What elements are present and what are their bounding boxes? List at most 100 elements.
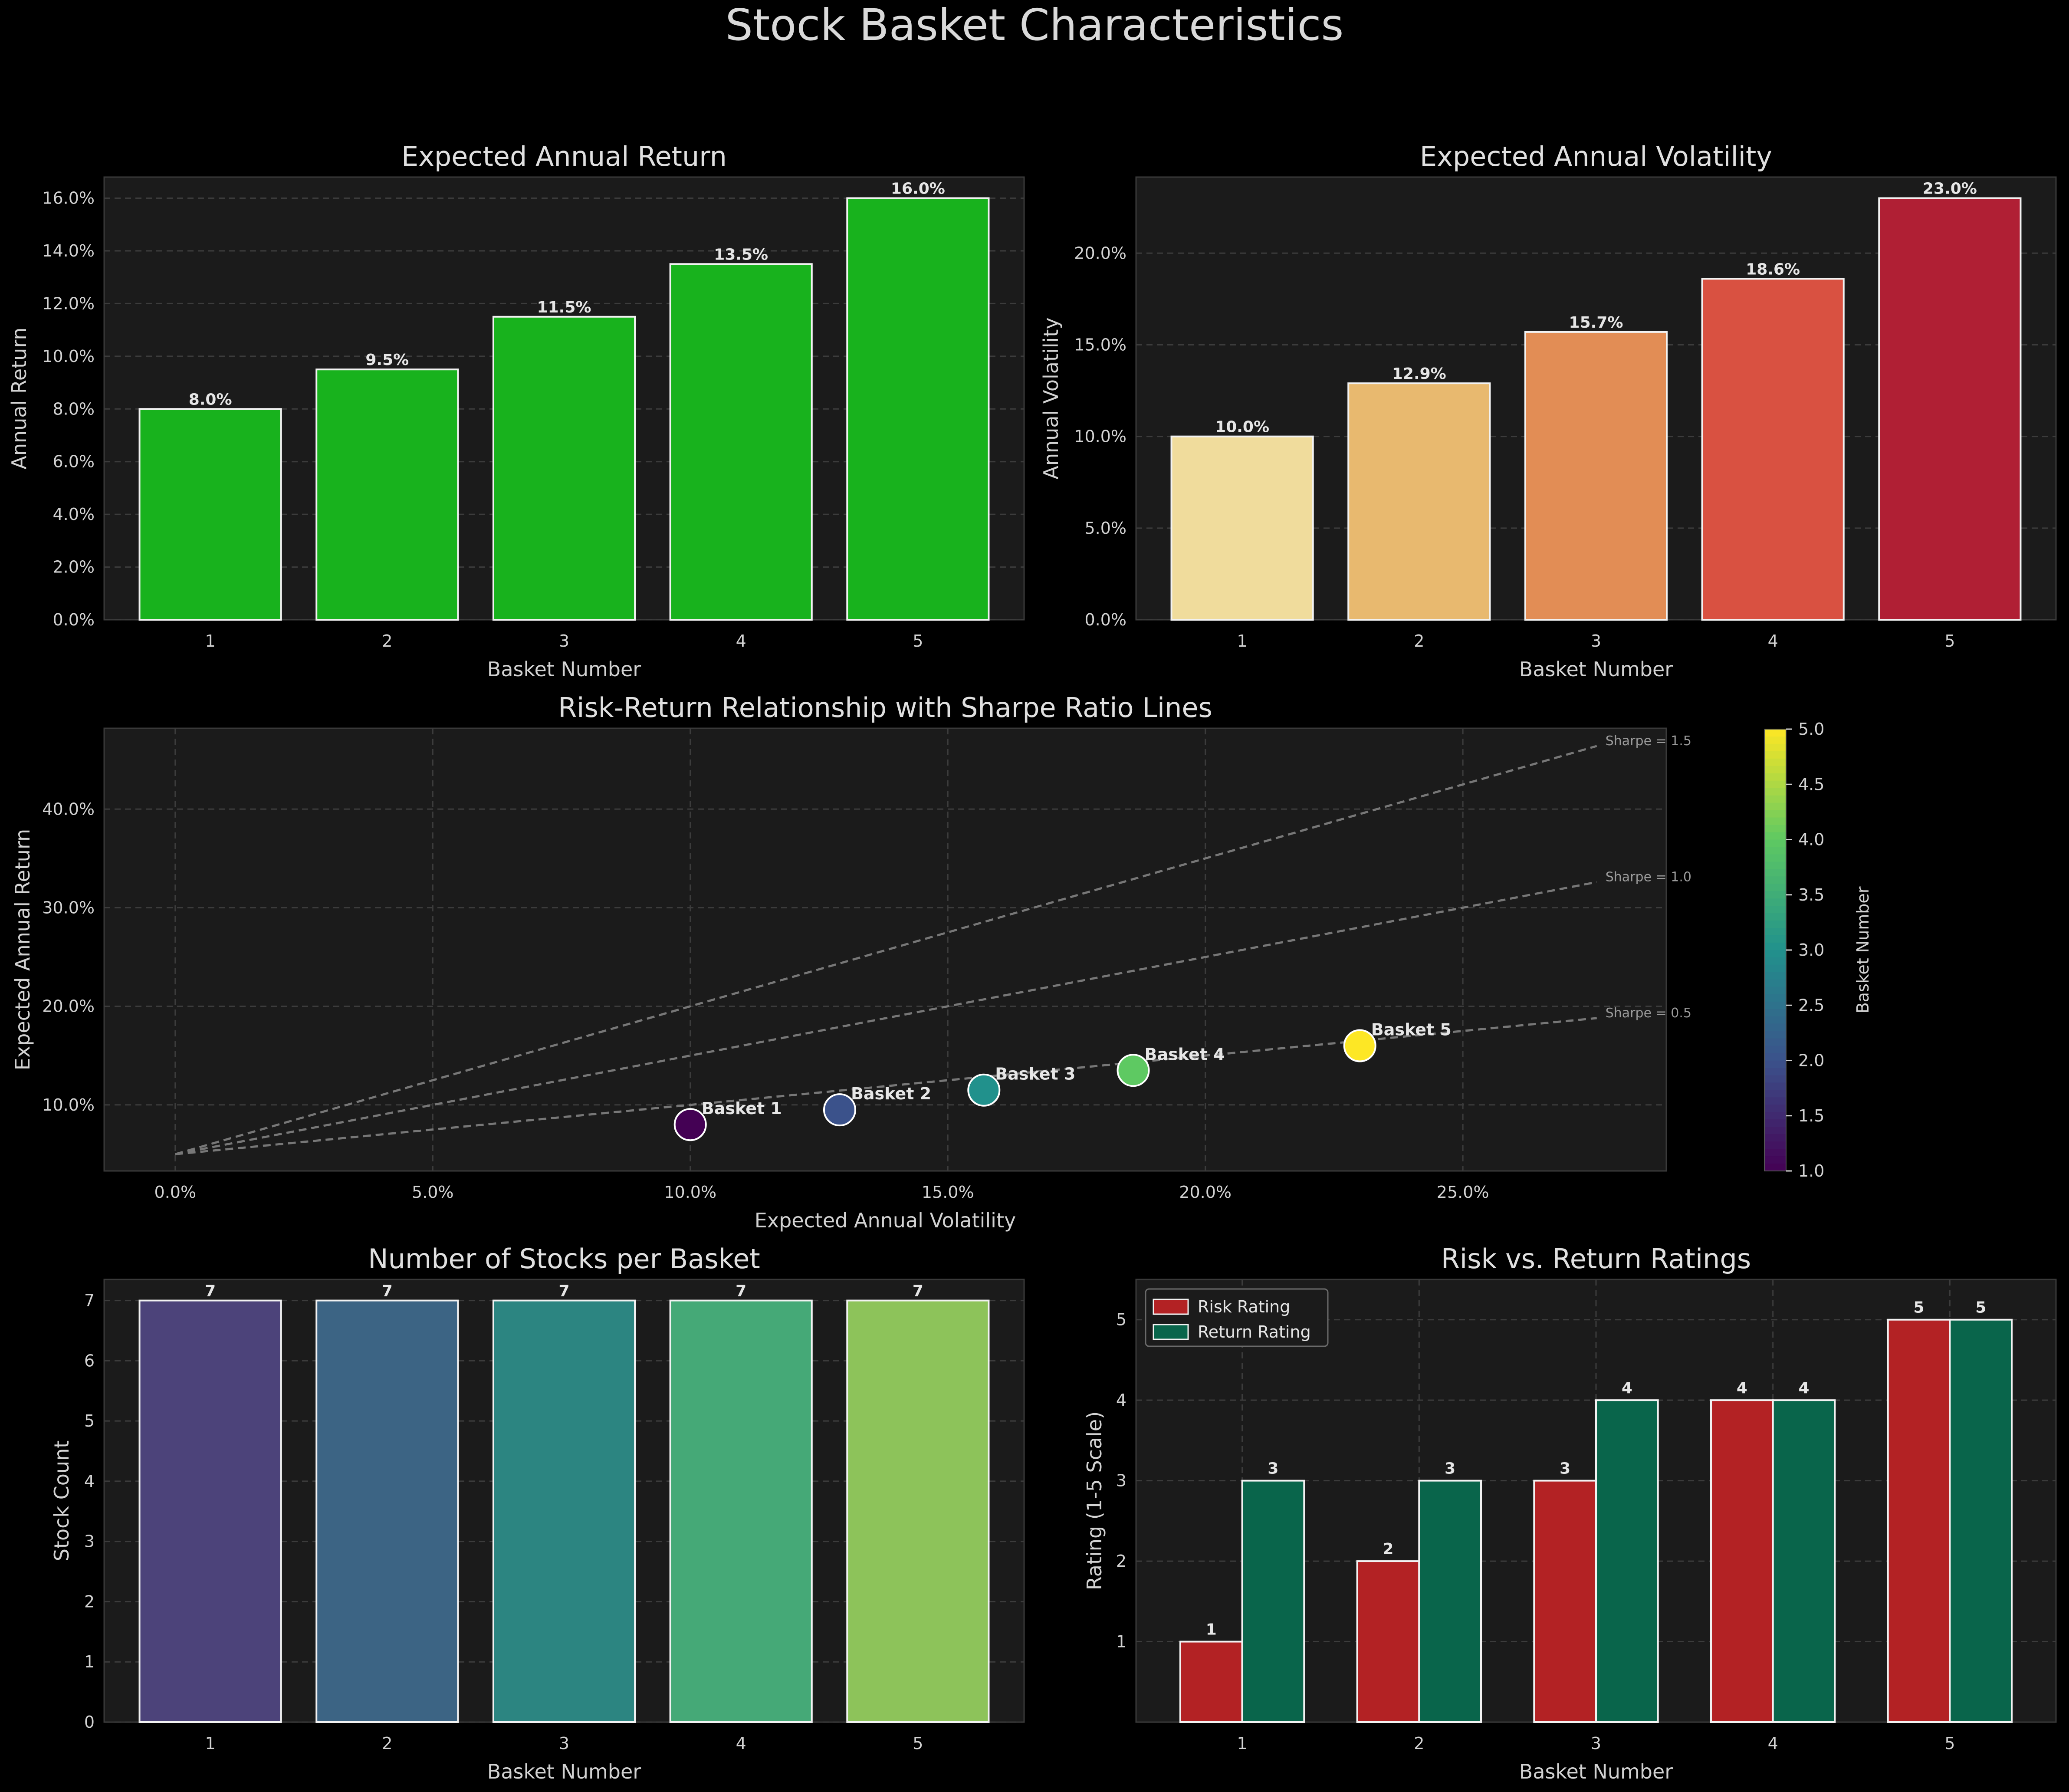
chart-title: Number of Stocks per Basket <box>368 1243 760 1275</box>
colorbar-tick-label: 1.5 <box>1798 1106 1824 1125</box>
colorbar-segment <box>1764 780 1786 789</box>
x-tick-label: 5 <box>1944 631 1955 651</box>
colorbar-segment <box>1764 1075 1786 1083</box>
colorbar-segment <box>1764 795 1786 803</box>
colorbar-segment <box>1764 935 1786 944</box>
colorbar-segment <box>1764 1053 1786 1061</box>
y-tick-label: 8.0% <box>53 399 95 418</box>
colorbar-segment <box>1764 1141 1786 1150</box>
colorbar-segment <box>1764 839 1786 848</box>
x-tick-label: 4 <box>736 1734 746 1753</box>
basket-point <box>967 1073 1001 1107</box>
colorbar-segment <box>1764 817 1786 825</box>
bar-value-label: 3 <box>1268 1460 1278 1478</box>
y-tick-label: 16.0% <box>42 189 95 208</box>
y-axis-label: Expected Annual Return <box>11 829 34 1070</box>
colorbar-tick-label: 1.0 <box>1798 1161 1824 1180</box>
bar-value-label: 4 <box>1622 1379 1632 1397</box>
x-tick-label: 1 <box>205 1734 216 1753</box>
x-tick-label: 20.0% <box>1179 1183 1232 1202</box>
y-tick-label: 1 <box>84 1652 95 1671</box>
colorbar-segment <box>1764 972 1786 980</box>
x-tick-label: 2 <box>382 631 392 651</box>
y-tick-label: 0.0% <box>53 610 95 629</box>
x-tick-label: 25.0% <box>1437 1183 1489 1202</box>
bar-value-label: 12.9% <box>1392 365 1446 383</box>
colorbar-segment <box>1764 1164 1786 1171</box>
x-tick-label: 3 <box>1591 1734 1601 1753</box>
colorbar-segment <box>1764 891 1786 899</box>
y-tick-label: 4 <box>84 1472 95 1491</box>
colorbar-segment <box>1764 994 1786 1002</box>
bar <box>315 1299 459 1723</box>
colorbar-segment <box>1764 788 1786 796</box>
bar-return-rating <box>1949 1319 2013 1723</box>
x-axis-label: Expected Annual Volatility <box>755 1209 1016 1232</box>
bar-value-label: 15.7% <box>1569 314 1623 332</box>
colorbar-segment <box>1764 1127 1786 1135</box>
chart-title: Expected Annual Volatility <box>1420 141 1772 172</box>
x-tick-label: 3 <box>1591 631 1601 651</box>
colorbar-segment <box>1764 810 1786 818</box>
y-axis-label: Annual Volatility <box>1039 317 1063 479</box>
y-tick-label: 5 <box>1116 1310 1126 1329</box>
y-tick-label: 4 <box>1116 1391 1126 1410</box>
bar-value-label: 1 <box>1206 1621 1217 1639</box>
bar-value-label: 7 <box>205 1282 216 1300</box>
colorbar-label: Basket Number <box>1853 886 1872 1013</box>
bar-value-label: 8.0% <box>189 391 232 408</box>
colorbar-segment <box>1764 1001 1786 1009</box>
y-tick-label: 20.0% <box>1074 243 1126 263</box>
x-axis-label: Basket Number <box>1519 1760 1673 1783</box>
y-tick-label: 0 <box>84 1713 95 1732</box>
y-tick-label: 3 <box>84 1532 95 1551</box>
x-tick-label: 2 <box>1414 631 1424 651</box>
colorbar-segment <box>1764 825 1786 833</box>
basket-point-label: Basket 1 <box>702 1099 782 1118</box>
x-tick-label: 1 <box>205 631 216 651</box>
colorbar-tick-label: 3.0 <box>1798 940 1824 960</box>
colorbar-segment <box>1764 921 1786 929</box>
colorbar-segment <box>1764 1112 1786 1120</box>
x-axis-label: Basket Number <box>487 658 641 681</box>
colorbar-segment <box>1764 1016 1786 1024</box>
return-chart: Expected Annual Return Basket Number Annua… <box>7 141 1025 681</box>
colorbar-segment <box>1764 869 1786 877</box>
colorbar-tick-label: 3.5 <box>1798 885 1824 904</box>
y-tick-label: 0.0% <box>1084 610 1126 629</box>
y-tick-label: 5.0% <box>1084 519 1126 538</box>
bar-value-label: 5 <box>1914 1299 1924 1317</box>
chart-title: Risk vs. Return Ratings <box>1441 1243 1751 1275</box>
basket-point <box>673 1108 707 1141</box>
bar-value-label: 13.5% <box>714 246 768 263</box>
y-tick-label: 4.0% <box>53 505 95 524</box>
bar-return-rating <box>1772 1399 1836 1723</box>
y-axis-label: Annual Return <box>7 327 31 469</box>
bar-return-rating <box>1241 1480 1305 1723</box>
x-tick-label: 4 <box>1768 631 1778 651</box>
bar-value-label: 3 <box>1445 1460 1455 1478</box>
basket-point <box>823 1093 856 1127</box>
colorbar-segment <box>1764 729 1786 737</box>
bar-value-label: 5 <box>1975 1299 1986 1317</box>
colorbar-tick-label: 2.5 <box>1798 996 1824 1015</box>
bar-value-label: 11.5% <box>537 299 591 316</box>
x-axis-label: Basket Number <box>487 1760 641 1783</box>
x-tick-label: 4 <box>1768 1734 1778 1753</box>
colorbar-segment <box>1764 884 1786 892</box>
bar <box>1170 435 1314 621</box>
colorbar-segment <box>1764 1097 1786 1105</box>
colorbar-segment <box>1764 1009 1786 1017</box>
legend-swatch <box>1153 1299 1189 1315</box>
bar-value-label: 16.0% <box>891 180 945 198</box>
bar <box>669 1299 813 1723</box>
bar-value-label: 2 <box>1383 1540 1393 1558</box>
volatility-chart: Expected Annual Volatility Basket Number A… <box>1039 141 2057 681</box>
bar-risk-rating <box>1356 1560 1420 1723</box>
colorbar-segment <box>1764 854 1786 862</box>
colorbar-segment <box>1764 928 1786 936</box>
risk-return-chart: Risk-Return Relationship with Sharpe Rat… <box>11 692 1691 1232</box>
legend-box <box>1145 1288 1329 1347</box>
y-tick-label: 2 <box>1116 1552 1126 1571</box>
bar <box>138 1299 282 1723</box>
